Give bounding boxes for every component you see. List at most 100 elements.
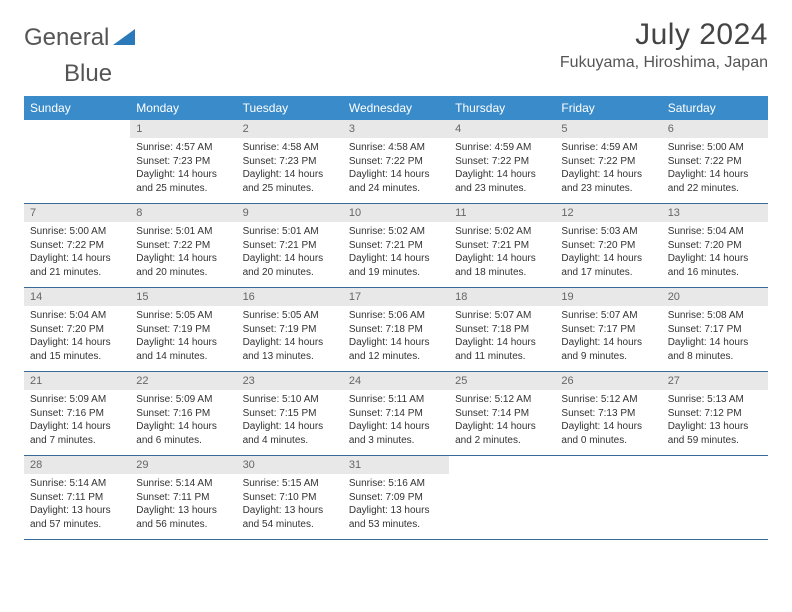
- sunrise-text: Sunrise: 5:02 AM: [349, 225, 443, 239]
- day-number: 29: [130, 456, 236, 474]
- day-number: 26: [555, 372, 661, 390]
- sunset-text: Sunset: 7:14 PM: [349, 407, 443, 421]
- sunset-text: Sunset: 7:20 PM: [561, 239, 655, 253]
- sunset-text: Sunset: 7:22 PM: [30, 239, 124, 253]
- day-body: [449, 474, 555, 530]
- daylight-text: Daylight: 14 hours and 21 minutes.: [30, 252, 124, 279]
- sunset-text: Sunset: 7:21 PM: [243, 239, 337, 253]
- sunrise-text: Sunrise: 5:09 AM: [30, 393, 124, 407]
- daylight-text: Daylight: 14 hours and 6 minutes.: [136, 420, 230, 447]
- sunrise-text: Sunrise: 5:09 AM: [136, 393, 230, 407]
- sunrise-text: Sunrise: 4:59 AM: [455, 141, 549, 155]
- day-body: Sunrise: 5:05 AMSunset: 7:19 PMDaylight:…: [130, 306, 236, 371]
- sunset-text: Sunset: 7:22 PM: [561, 155, 655, 169]
- sunset-text: Sunset: 7:22 PM: [668, 155, 762, 169]
- calendar-day-cell: 12Sunrise: 5:03 AMSunset: 7:20 PMDayligh…: [555, 204, 661, 288]
- sunset-text: Sunset: 7:16 PM: [30, 407, 124, 421]
- day-body: Sunrise: 5:12 AMSunset: 7:13 PMDaylight:…: [555, 390, 661, 455]
- day-number: 16: [237, 288, 343, 306]
- sunrise-text: Sunrise: 5:06 AM: [349, 309, 443, 323]
- day-number: 30: [237, 456, 343, 474]
- day-number: 19: [555, 288, 661, 306]
- sunrise-text: Sunrise: 5:03 AM: [561, 225, 655, 239]
- logo-triangle-icon: [113, 27, 135, 50]
- weekday-header: Wednesday: [343, 96, 449, 120]
- sunset-text: Sunset: 7:11 PM: [136, 491, 230, 505]
- calendar-week-row: 7Sunrise: 5:00 AMSunset: 7:22 PMDaylight…: [24, 204, 768, 288]
- day-number: 31: [343, 456, 449, 474]
- daylight-text: Daylight: 14 hours and 2 minutes.: [455, 420, 549, 447]
- day-body: Sunrise: 5:16 AMSunset: 7:09 PMDaylight:…: [343, 474, 449, 539]
- calendar-day-cell: 17Sunrise: 5:06 AMSunset: 7:18 PMDayligh…: [343, 288, 449, 372]
- daylight-text: Daylight: 14 hours and 18 minutes.: [455, 252, 549, 279]
- sunrise-text: Sunrise: 5:01 AM: [136, 225, 230, 239]
- calendar-day-cell: 8Sunrise: 5:01 AMSunset: 7:22 PMDaylight…: [130, 204, 236, 288]
- day-number: [555, 456, 661, 474]
- day-body: Sunrise: 5:01 AMSunset: 7:22 PMDaylight:…: [130, 222, 236, 287]
- sunrise-text: Sunrise: 5:00 AM: [30, 225, 124, 239]
- calendar-head: SundayMondayTuesdayWednesdayThursdayFrid…: [24, 96, 768, 120]
- day-body: Sunrise: 5:10 AMSunset: 7:15 PMDaylight:…: [237, 390, 343, 455]
- day-body: Sunrise: 5:08 AMSunset: 7:17 PMDaylight:…: [662, 306, 768, 371]
- day-body: Sunrise: 5:01 AMSunset: 7:21 PMDaylight:…: [237, 222, 343, 287]
- daylight-text: Daylight: 14 hours and 12 minutes.: [349, 336, 443, 363]
- day-number: 4: [449, 120, 555, 138]
- day-number: [24, 120, 130, 138]
- title-block: July 2024 Fukuyama, Hiroshima, Japan: [560, 18, 768, 72]
- daylight-text: Daylight: 14 hours and 16 minutes.: [668, 252, 762, 279]
- sunrise-text: Sunrise: 5:01 AM: [243, 225, 337, 239]
- calendar-day-cell: 3Sunrise: 4:58 AMSunset: 7:22 PMDaylight…: [343, 120, 449, 204]
- weekday-header: Saturday: [662, 96, 768, 120]
- day-body: Sunrise: 4:58 AMSunset: 7:22 PMDaylight:…: [343, 138, 449, 203]
- day-number: 5: [555, 120, 661, 138]
- calendar-day-cell: 7Sunrise: 5:00 AMSunset: 7:22 PMDaylight…: [24, 204, 130, 288]
- sunrise-text: Sunrise: 4:58 AM: [243, 141, 337, 155]
- sunset-text: Sunset: 7:19 PM: [243, 323, 337, 337]
- sunrise-text: Sunrise: 5:16 AM: [349, 477, 443, 491]
- calendar-day-cell: 6Sunrise: 5:00 AMSunset: 7:22 PMDaylight…: [662, 120, 768, 204]
- daylight-text: Daylight: 13 hours and 56 minutes.: [136, 504, 230, 531]
- daylight-text: Daylight: 13 hours and 59 minutes.: [668, 420, 762, 447]
- day-number: 2: [237, 120, 343, 138]
- weekday-header: Monday: [130, 96, 236, 120]
- sunset-text: Sunset: 7:11 PM: [30, 491, 124, 505]
- day-body: Sunrise: 5:00 AMSunset: 7:22 PMDaylight:…: [24, 222, 130, 287]
- month-title: July 2024: [560, 18, 768, 52]
- day-body: Sunrise: 5:14 AMSunset: 7:11 PMDaylight:…: [24, 474, 130, 539]
- sunset-text: Sunset: 7:13 PM: [561, 407, 655, 421]
- daylight-text: Daylight: 14 hours and 7 minutes.: [30, 420, 124, 447]
- daylight-text: Daylight: 14 hours and 22 minutes.: [668, 168, 762, 195]
- calendar-day-cell: [449, 456, 555, 540]
- calendar-day-cell: 31Sunrise: 5:16 AMSunset: 7:09 PMDayligh…: [343, 456, 449, 540]
- calendar-day-cell: 23Sunrise: 5:10 AMSunset: 7:15 PMDayligh…: [237, 372, 343, 456]
- sunset-text: Sunset: 7:17 PM: [561, 323, 655, 337]
- calendar-day-cell: 14Sunrise: 5:04 AMSunset: 7:20 PMDayligh…: [24, 288, 130, 372]
- daylight-text: Daylight: 14 hours and 15 minutes.: [30, 336, 124, 363]
- daylight-text: Daylight: 14 hours and 25 minutes.: [136, 168, 230, 195]
- logo-text-right: Blue: [64, 60, 112, 87]
- sunrise-text: Sunrise: 5:04 AM: [30, 309, 124, 323]
- sunset-text: Sunset: 7:14 PM: [455, 407, 549, 421]
- day-body: Sunrise: 5:06 AMSunset: 7:18 PMDaylight:…: [343, 306, 449, 371]
- calendar-day-cell: 13Sunrise: 5:04 AMSunset: 7:20 PMDayligh…: [662, 204, 768, 288]
- sunset-text: Sunset: 7:09 PM: [349, 491, 443, 505]
- day-body: Sunrise: 5:07 AMSunset: 7:17 PMDaylight:…: [555, 306, 661, 371]
- day-body: Sunrise: 5:12 AMSunset: 7:14 PMDaylight:…: [449, 390, 555, 455]
- sunrise-text: Sunrise: 5:02 AM: [455, 225, 549, 239]
- day-body: Sunrise: 5:09 AMSunset: 7:16 PMDaylight:…: [24, 390, 130, 455]
- logo-text-left: General: [24, 24, 109, 52]
- calendar-day-cell: 20Sunrise: 5:08 AMSunset: 7:17 PMDayligh…: [662, 288, 768, 372]
- sunrise-text: Sunrise: 5:07 AM: [455, 309, 549, 323]
- daylight-text: Daylight: 14 hours and 17 minutes.: [561, 252, 655, 279]
- calendar-week-row: 21Sunrise: 5:09 AMSunset: 7:16 PMDayligh…: [24, 372, 768, 456]
- sunset-text: Sunset: 7:12 PM: [668, 407, 762, 421]
- daylight-text: Daylight: 14 hours and 24 minutes.: [349, 168, 443, 195]
- sunrise-text: Sunrise: 5:12 AM: [455, 393, 549, 407]
- daylight-text: Daylight: 14 hours and 9 minutes.: [561, 336, 655, 363]
- calendar-page: General July 2024 Fukuyama, Hiroshima, J…: [0, 0, 792, 558]
- daylight-text: Daylight: 14 hours and 4 minutes.: [243, 420, 337, 447]
- weekday-row: SundayMondayTuesdayWednesdayThursdayFrid…: [24, 96, 768, 120]
- sunset-text: Sunset: 7:23 PM: [136, 155, 230, 169]
- sunset-text: Sunset: 7:22 PM: [136, 239, 230, 253]
- calendar-day-cell: 5Sunrise: 4:59 AMSunset: 7:22 PMDaylight…: [555, 120, 661, 204]
